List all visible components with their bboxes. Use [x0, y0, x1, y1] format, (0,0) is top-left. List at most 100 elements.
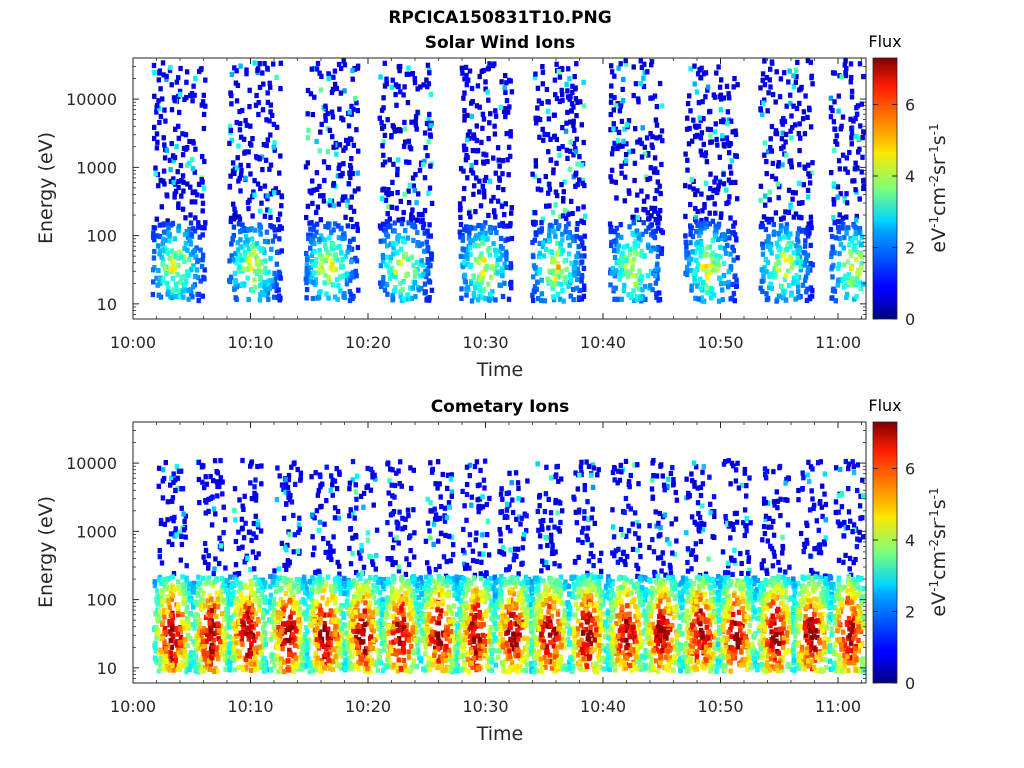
flux-cell	[268, 636, 273, 643]
flux-cell	[607, 221, 613, 227]
flux-cell	[262, 213, 268, 219]
flux-cell	[308, 591, 313, 597]
flux-cell	[491, 155, 496, 161]
flux-cell	[252, 656, 258, 662]
flux-cell	[465, 284, 470, 290]
flux-cell	[254, 241, 260, 247]
flux-cell	[712, 129, 718, 135]
flux-cell	[559, 182, 564, 188]
flux-cell	[651, 169, 657, 175]
flux-cell	[382, 238, 387, 244]
flux-cell	[323, 103, 328, 109]
flux-cell	[283, 481, 289, 487]
flux-cell	[567, 242, 572, 248]
flux-cell	[164, 237, 169, 243]
flux-cell	[272, 270, 277, 276]
flux-cell	[184, 669, 189, 675]
flux-cell	[378, 263, 384, 269]
flux-cell	[626, 292, 631, 298]
flux-cell	[336, 283, 341, 289]
flux-cell	[582, 233, 587, 239]
flux-cell	[199, 464, 205, 470]
flux-cell	[333, 294, 338, 300]
flux-cell	[219, 623, 224, 629]
flux-cell	[349, 259, 354, 265]
flux-cell	[699, 295, 704, 301]
flux-cell	[256, 100, 261, 106]
flux-cell	[385, 117, 390, 123]
flux-cell	[304, 609, 310, 615]
flux-cell	[179, 274, 185, 280]
flux-cell	[794, 105, 800, 112]
flux-cell	[428, 163, 433, 169]
flux-cell	[617, 142, 623, 148]
flux-cell	[334, 658, 339, 665]
flux-cell	[160, 495, 166, 501]
flux-cell	[803, 274, 809, 280]
flux-cell	[259, 279, 264, 285]
flux-cell	[229, 594, 234, 600]
flux-cell	[356, 148, 361, 154]
flux-cell	[316, 488, 321, 494]
flux-cell	[258, 276, 263, 282]
flux-cell	[550, 285, 555, 291]
flux-cell	[768, 66, 773, 72]
flux-cell	[312, 270, 317, 276]
flux-cell	[566, 211, 571, 217]
flux-cell	[611, 107, 616, 113]
flux-cell	[313, 257, 319, 263]
flux-cell	[849, 88, 855, 94]
flux-cell	[649, 232, 654, 238]
flux-cell	[219, 576, 224, 582]
flux-cell	[236, 545, 241, 551]
flux-cell	[533, 210, 538, 216]
flux-cell	[406, 220, 411, 226]
flux-cell	[354, 258, 360, 264]
flux-cell	[194, 581, 199, 587]
flux-cell	[330, 114, 336, 120]
flux-cell	[233, 538, 239, 545]
flux-cell	[548, 222, 553, 228]
flux-cell	[322, 177, 327, 184]
flux-cell	[566, 283, 571, 289]
flux-cell	[558, 251, 564, 257]
flux-cell	[278, 153, 283, 159]
flux-cell	[642, 144, 647, 150]
flux-cell	[327, 612, 332, 618]
flux-cell	[353, 613, 358, 619]
flux-cell	[324, 464, 329, 470]
flux-cell	[194, 659, 199, 665]
flux-cell	[315, 492, 321, 498]
flux-cell	[282, 669, 287, 675]
flux-cell	[191, 639, 196, 645]
flux-cell	[262, 61, 267, 67]
flux-cell	[178, 162, 184, 169]
flux-cell	[859, 234, 865, 240]
flux-cell	[276, 217, 281, 223]
flux-cell	[429, 252, 434, 258]
flux-cell	[267, 599, 272, 605]
flux-cell	[402, 119, 407, 125]
flux-cell	[173, 487, 178, 494]
flux-cell	[242, 493, 247, 499]
flux-cell	[247, 245, 252, 252]
flux-cell	[773, 261, 779, 268]
flux-cell	[499, 203, 505, 209]
flux-cell	[381, 186, 387, 192]
flux-cell	[547, 203, 552, 209]
flux-cell	[690, 138, 695, 144]
flux-cell	[256, 258, 261, 264]
flux-cell	[698, 253, 703, 259]
flux-cell	[305, 628, 310, 634]
flux-cell	[217, 560, 222, 567]
flux-cell	[223, 517, 228, 523]
flux-cell	[240, 667, 246, 673]
flux-cell	[276, 189, 281, 196]
flux-cell	[488, 291, 493, 297]
flux-cell	[170, 658, 175, 664]
flux-cell	[337, 627, 342, 633]
flux-cell	[248, 123, 253, 129]
flux-cell	[335, 173, 341, 179]
flux-cell	[707, 109, 712, 115]
flux-cell	[581, 293, 587, 299]
